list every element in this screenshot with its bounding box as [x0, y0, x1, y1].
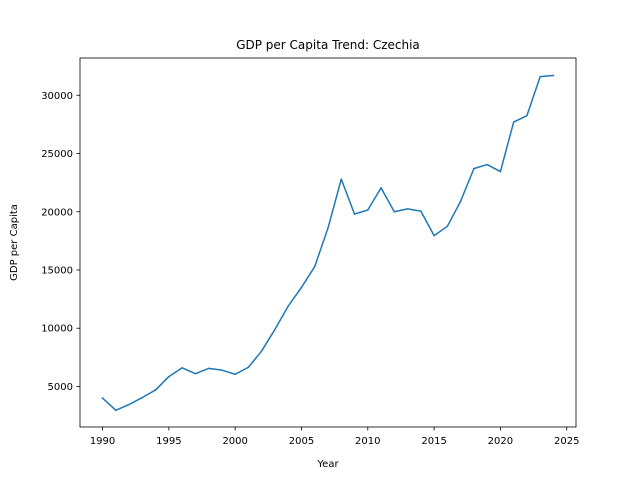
data-point — [340, 178, 343, 180]
data-point — [260, 350, 263, 352]
data-point — [141, 396, 144, 399]
data-point — [207, 367, 210, 370]
chart-title: GDP per Capita Trend: Czechia — [236, 38, 420, 52]
data-point — [459, 200, 462, 203]
x-tick-label: 2015 — [421, 436, 446, 447]
data-point — [287, 305, 289, 307]
y-axis-label: GDP per Capita — [9, 204, 20, 281]
data-point — [300, 286, 303, 289]
data-point — [247, 366, 250, 368]
plot-area-frame — [79, 57, 577, 428]
y-tick-label: 5000 — [48, 382, 73, 393]
x-axis-label: Year — [316, 459, 339, 470]
data-point — [552, 74, 555, 77]
data-point — [115, 409, 117, 412]
data-point — [473, 167, 475, 170]
x-tick-label: 2025 — [554, 436, 579, 447]
data-point — [393, 211, 396, 213]
data-point — [221, 369, 223, 371]
data-point — [499, 170, 502, 173]
y-tick-label: 20000 — [41, 207, 73, 218]
x-tick-label: 2000 — [222, 436, 247, 447]
data-point — [194, 372, 197, 375]
series-line — [101, 74, 555, 412]
data-point — [380, 187, 382, 189]
data-point — [367, 209, 369, 211]
data-point — [446, 225, 449, 228]
x-tick-label: 2010 — [355, 436, 380, 447]
data-point — [539, 75, 541, 78]
data-point — [313, 265, 316, 268]
data-point — [353, 213, 356, 215]
data-point — [406, 208, 409, 210]
y-tick-label: 10000 — [41, 324, 73, 335]
y-tick-label: 30000 — [41, 91, 73, 102]
data-point — [526, 114, 528, 117]
data-point — [154, 389, 157, 391]
data-point — [181, 367, 183, 369]
data-point — [101, 397, 104, 399]
data-point — [420, 210, 422, 212]
data-point — [274, 328, 276, 331]
data-point — [168, 375, 170, 378]
x-tick-label: 1990 — [90, 436, 115, 447]
data-points — [101, 74, 555, 412]
x-tick-label: 1995 — [156, 436, 181, 447]
y-tick-label: 15000 — [41, 265, 73, 276]
data-point — [512, 121, 515, 123]
data-point — [486, 163, 488, 166]
x-tick-label: 2005 — [289, 436, 314, 447]
y-tick-label: 25000 — [41, 149, 73, 160]
data-point — [234, 373, 236, 375]
data-point — [433, 234, 435, 237]
data-point — [128, 403, 130, 406]
y-axis: 5000 10000 15000 20000 25000 30000 — [41, 91, 80, 393]
x-axis: 1990 1995 2000 2005 2010 2015 2020 2025 — [90, 427, 579, 447]
x-tick-label: 2020 — [488, 436, 513, 447]
data-point — [327, 227, 329, 229]
